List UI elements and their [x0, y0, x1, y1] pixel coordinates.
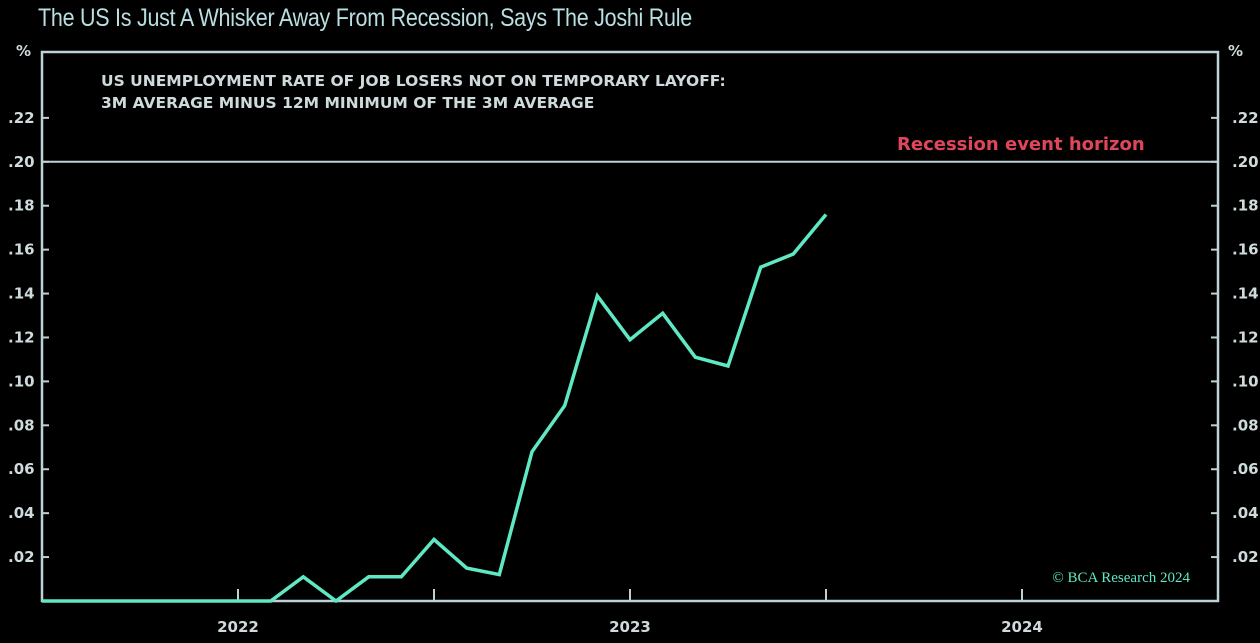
threshold-annotation: Recession event horizon: [897, 134, 1145, 155]
y-tick-label-right: .12: [1232, 328, 1259, 346]
plot-frame: [40, 50, 1220, 603]
y-tick-label-right: .18: [1232, 197, 1259, 215]
y-tick-label-left: .06: [8, 460, 35, 478]
y-unit-right: %: [1228, 42, 1243, 60]
y-tick-label-left: .22: [8, 109, 35, 127]
y-tick-label-left: .14: [8, 285, 35, 303]
y-tick-label-right: .04: [1232, 504, 1259, 522]
chart-title: The US Is Just A Whisker Away From Reces…: [38, 4, 692, 32]
y-tick-label-right: .10: [1232, 372, 1259, 390]
y-tick-label-left: .12: [8, 328, 35, 346]
axes: [40, 50, 1220, 603]
y-tick-label-left: .02: [8, 548, 35, 566]
y-tick-label-right: .14: [1232, 285, 1259, 303]
y-tick-label-right: .20: [1232, 153, 1259, 171]
y-tick-label-right: .16: [1232, 241, 1259, 259]
y-tick-label-left: .04: [8, 504, 35, 522]
y-tick-label-left: .20: [8, 153, 35, 171]
x-tick-label-2023: 2023: [609, 618, 651, 636]
subtitle-line-2: 3M AVERAGE MINUS 12M MINIMUM OF THE 3M A…: [101, 94, 594, 112]
x-tick-label-2022: 2022: [217, 618, 259, 636]
subtitle-line-1: US UNEMPLOYMENT RATE OF JOB LOSERS NOT O…: [101, 72, 726, 90]
source-credit: © BCA Research 2024: [1052, 570, 1190, 586]
y-tick-label-right: .22: [1232, 109, 1259, 127]
y-tick-label-left: .16: [8, 241, 35, 259]
series-line: [42, 213, 828, 604]
y-tick-label-left: .18: [8, 197, 35, 215]
y-tick-label-right: .02: [1232, 548, 1259, 566]
y-tick-label-right: .06: [1232, 460, 1259, 478]
x-tick-label-2024: 2024: [1001, 618, 1043, 636]
y-tick-label-left: .10: [8, 372, 35, 390]
y-tick-label-right: .08: [1232, 416, 1259, 434]
y-tick-label-left: .08: [8, 416, 35, 434]
y-unit-left: %: [16, 42, 31, 60]
